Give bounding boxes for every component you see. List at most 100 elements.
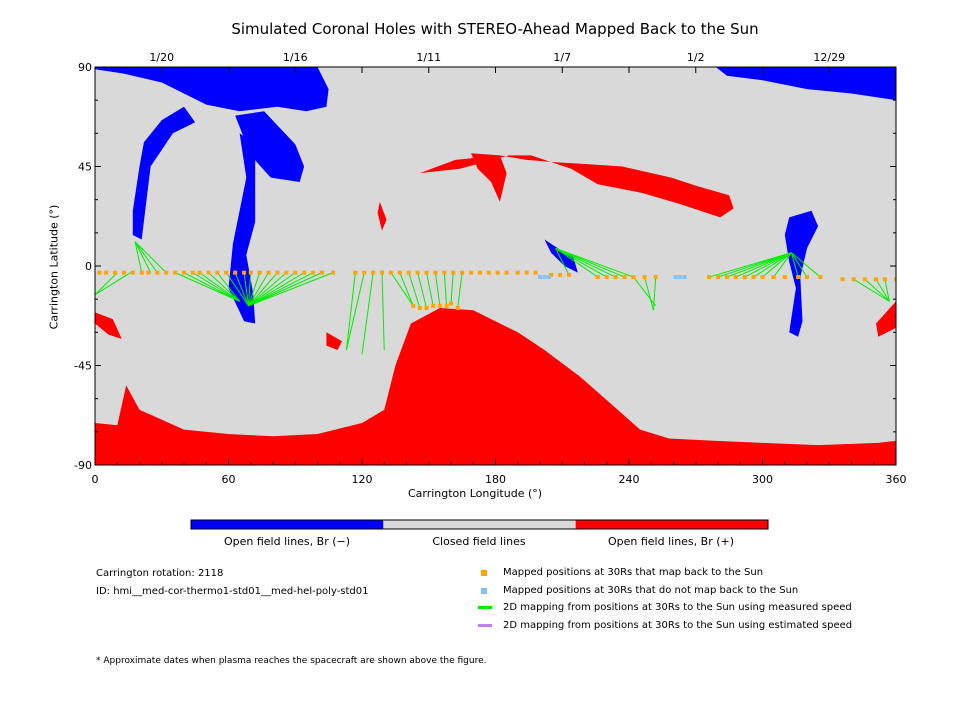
mapped-position-15	[224, 270, 229, 275]
legend-estimated: 2D mapping from positions at 30Rs to the…	[478, 620, 852, 631]
mapped-position-69	[805, 275, 809, 280]
y-tick-label-0: 0	[85, 260, 92, 273]
mapped-position-48	[533, 270, 538, 275]
mapped-position-10	[182, 270, 186, 275]
mapped-position-67	[782, 275, 787, 280]
mapped-position-5	[139, 270, 144, 275]
not-mapped-position-4	[678, 275, 683, 280]
footnote: * Approximate dates when plasma reaches …	[96, 656, 487, 666]
mapped-position-32	[388, 270, 393, 275]
measured-mapping-line-57	[791, 252, 821, 278]
model-id-text: ID: hmi__med-cor-thermo1-std01__med-hel-…	[96, 586, 369, 597]
measured-mapping-line-19	[248, 272, 287, 307]
colorbar-label-positive: Open field lines, Br (+)	[607, 535, 735, 548]
mapped-position-37	[433, 270, 438, 275]
mapped-position-49	[549, 272, 554, 277]
mapped-position-22	[284, 270, 289, 275]
not-mapped-marker-swatch	[481, 587, 487, 594]
mapped-position-6	[146, 270, 151, 275]
measured-mapping-line-18	[248, 272, 278, 307]
mapped-position-42	[477, 270, 482, 275]
measured-mapping-line-11	[216, 272, 241, 302]
mapped-position-55	[622, 275, 627, 280]
measured-mapping-line-61	[884, 279, 890, 302]
open-negative-region-2	[235, 111, 305, 182]
open-positive-region-3	[377, 201, 387, 231]
mapped-position-33	[397, 270, 402, 275]
mapped-position-51	[566, 272, 571, 277]
mapped-position-63	[742, 275, 747, 280]
not-mapped-position-5	[682, 275, 687, 280]
measured-mapping-line-48	[717, 252, 792, 278]
mapped-position-30	[371, 270, 376, 275]
y-axis-label: Carrington Latitude (°)	[47, 204, 61, 330]
measured-mapping-line-59	[864, 278, 890, 302]
mapped-position-24	[302, 270, 307, 275]
mapped-position-34	[406, 270, 411, 275]
measured-mapping-line-58	[853, 278, 890, 302]
estimated-line-swatch	[478, 624, 492, 627]
measured-mapping-line-29	[390, 272, 414, 307]
measured-mapping-line-45	[652, 277, 657, 311]
legend-measured-label: 2D mapping from positions at 30Rs to the…	[503, 602, 852, 613]
colorbar-segment-0	[191, 520, 384, 529]
measured-mapping-line-33	[426, 272, 434, 306]
mapped-position-47	[524, 270, 529, 275]
colorbar-segment-2	[575, 520, 768, 529]
not-mapped-position-0	[538, 275, 542, 280]
measured-mapping-line-0	[95, 272, 118, 296]
x-tick-label-180: 180	[485, 473, 506, 486]
mapped-position-45	[504, 270, 509, 275]
open-negative-regions	[95, 67, 896, 337]
mapped-position-25	[311, 270, 316, 275]
measured-mapping-line-32	[417, 272, 428, 309]
measured-mapping-line-14	[243, 272, 250, 306]
open-positive-region-6	[876, 301, 896, 337]
mapped-position-59	[707, 275, 712, 280]
open-negative-region-6	[784, 210, 819, 337]
not-mapped-positions	[538, 275, 687, 280]
mapped-position-12	[197, 270, 202, 275]
measured-mapping-line-39	[555, 247, 599, 278]
colorbar-frame	[190, 519, 769, 530]
mapped-position-20	[266, 270, 271, 275]
colorbar	[190, 519, 769, 530]
mapped-position-9	[173, 270, 178, 275]
measured-mapping-line-4	[134, 241, 158, 273]
mapped-position-83	[449, 301, 453, 306]
mapped-position-52	[595, 275, 600, 280]
measured-mapping-line-40	[555, 247, 607, 278]
open-positive-regions	[95, 153, 896, 465]
measured-mapping-line-43	[555, 247, 634, 278]
mapped-position-53	[604, 275, 609, 280]
mapped-position-74	[873, 277, 878, 282]
x-tick-label-240: 240	[619, 473, 640, 486]
measured-mapping-line-23	[248, 272, 323, 307]
mapped-position-75	[882, 277, 887, 282]
carrington-rotation-text: Carrington rotation: 2118	[96, 568, 224, 579]
x-axis-label: Carrington Longitude (°)	[407, 487, 543, 500]
top-date-label-90: 1/16	[283, 51, 308, 64]
legend-not-mapped: Mapped positions at 30Rs that do not map…	[478, 585, 798, 596]
measured-mapping-line-46	[633, 276, 657, 307]
measured-mapping-line-35	[443, 272, 448, 306]
y-tick-label-45: 45	[78, 161, 92, 174]
open-negative-region-0	[95, 67, 329, 112]
measured-mapping-line-54	[773, 252, 792, 278]
legend-mapped: Mapped positions at 30Rs that map back t…	[478, 567, 763, 578]
legend-not-mapped-label: Mapped positions at 30Rs that do not map…	[503, 585, 799, 596]
mapped-position-73	[862, 277, 867, 282]
measured-mapping-line-15	[248, 272, 252, 306]
plot-area	[95, 67, 896, 465]
mapped-position-60	[716, 275, 720, 280]
y-tick-label--90: -90	[74, 459, 92, 472]
mapped-position-71	[840, 277, 845, 282]
mapped-position-18	[248, 270, 253, 275]
mapped-position-46	[515, 270, 520, 275]
mapped-positions	[97, 270, 896, 311]
measured-mapping-line-44	[644, 276, 654, 311]
mapped-position-54	[613, 275, 618, 280]
mapped-position-41	[469, 270, 474, 275]
measured-mapping-line-36	[450, 272, 454, 304]
